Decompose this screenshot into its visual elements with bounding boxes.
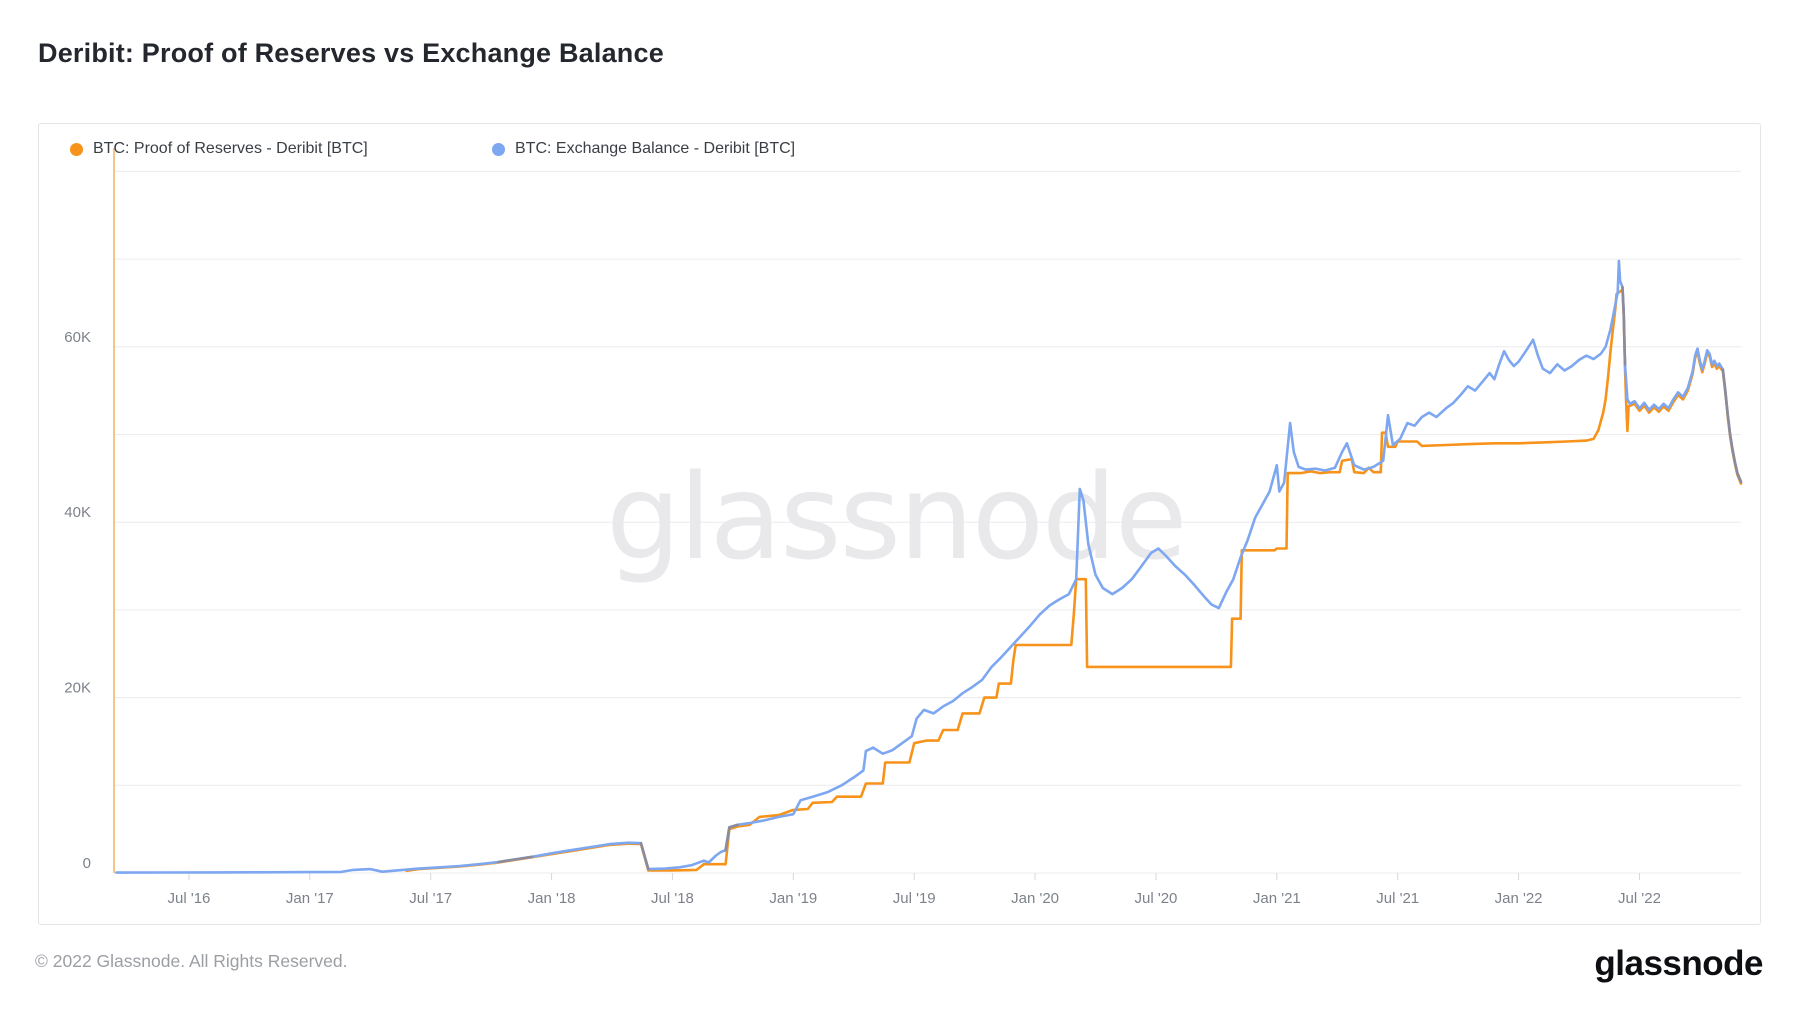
x-axis-tick-label: Jan '19 [769,890,817,907]
x-axis-tick-label: Jul '22 [1618,890,1661,907]
series-exchange-balance-line [115,259,1743,874]
legend-item-exchange-balance[interactable]: BTC: Exchange Balance - Deribit [BTC] [492,138,795,160]
x-axis-tick-label: Jan '18 [528,890,576,907]
y-axis-tick-label: 60K [64,329,91,346]
x-axis-tick-label: Jan '17 [286,890,334,907]
legend-label: BTC: Exchange Balance - Deribit [BTC] [515,140,796,157]
x-axis-tick-label: Jul '20 [1135,890,1178,907]
glassnode-logo: glassnode [1594,944,1763,983]
y-axis-tick-label: 0 [83,855,91,872]
series-overlap-line [1721,368,1743,484]
legend-item-proof-of-reserves[interactable]: BTC: Proof of Reserves - Deribit [BTC] [70,138,368,160]
y-axis-tick-label: 20K [64,680,91,697]
x-axis-tick-label: Jan '21 [1253,890,1301,907]
x-axis-tick-label: Jan '20 [1011,890,1059,907]
legend-label: BTC: Proof of Reserves - Deribit [BTC] [93,140,368,157]
glassnode-watermark: glassnode [606,448,1185,586]
copyright-text: © 2022 Glassnode. All Rights Reserved. [35,951,348,971]
series-overlap-line [639,841,650,871]
x-axis-tick-label: Jul '19 [893,890,936,907]
y-axis-tick-label: 40K [64,504,91,521]
legend-dot-blue [492,142,505,156]
x-axis-tick-label: Jan '22 [1495,890,1543,907]
series-overlap-line [1621,285,1627,366]
x-axis-tick-label: Jul '16 [167,890,210,907]
x-axis-tick-label: Jul '18 [651,890,694,907]
series-overlap-line [497,855,534,864]
chart-card: glassnode 0 20K 40K 60K Jul '16 Jan '17 Jul '17… [38,123,1761,925]
x-axis-tick-label: Jul '21 [1376,890,1419,907]
series-overlap-line [724,823,739,852]
legend-dot-orange [70,142,83,156]
x-axis-tick-label: Jul '17 [409,890,452,907]
page-title: Deribit: Proof of Reserves vs Exchange B… [38,38,664,68]
chart-plot-area[interactable]: glassnode 0 20K 40K 60K Jul '16 Jan '17 Jul '17… [39,124,1759,923]
